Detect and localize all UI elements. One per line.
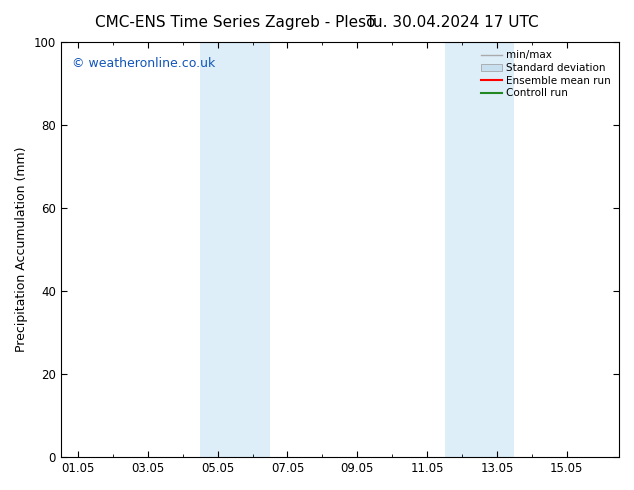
- Text: CMC-ENS Time Series Zagreb - Pleso: CMC-ENS Time Series Zagreb - Pleso: [95, 15, 375, 30]
- Text: © weatheronline.co.uk: © weatheronline.co.uk: [72, 56, 215, 70]
- Legend: min/max, Standard deviation, Ensemble mean run, Controll run: min/max, Standard deviation, Ensemble me…: [478, 47, 614, 101]
- Y-axis label: Precipitation Accumulation (mm): Precipitation Accumulation (mm): [15, 147, 28, 352]
- Bar: [479, 42, 514, 457]
- Bar: [444, 42, 479, 457]
- Text: Tu. 30.04.2024 17 UTC: Tu. 30.04.2024 17 UTC: [366, 15, 539, 30]
- Bar: [235, 42, 270, 457]
- Bar: [200, 42, 235, 457]
